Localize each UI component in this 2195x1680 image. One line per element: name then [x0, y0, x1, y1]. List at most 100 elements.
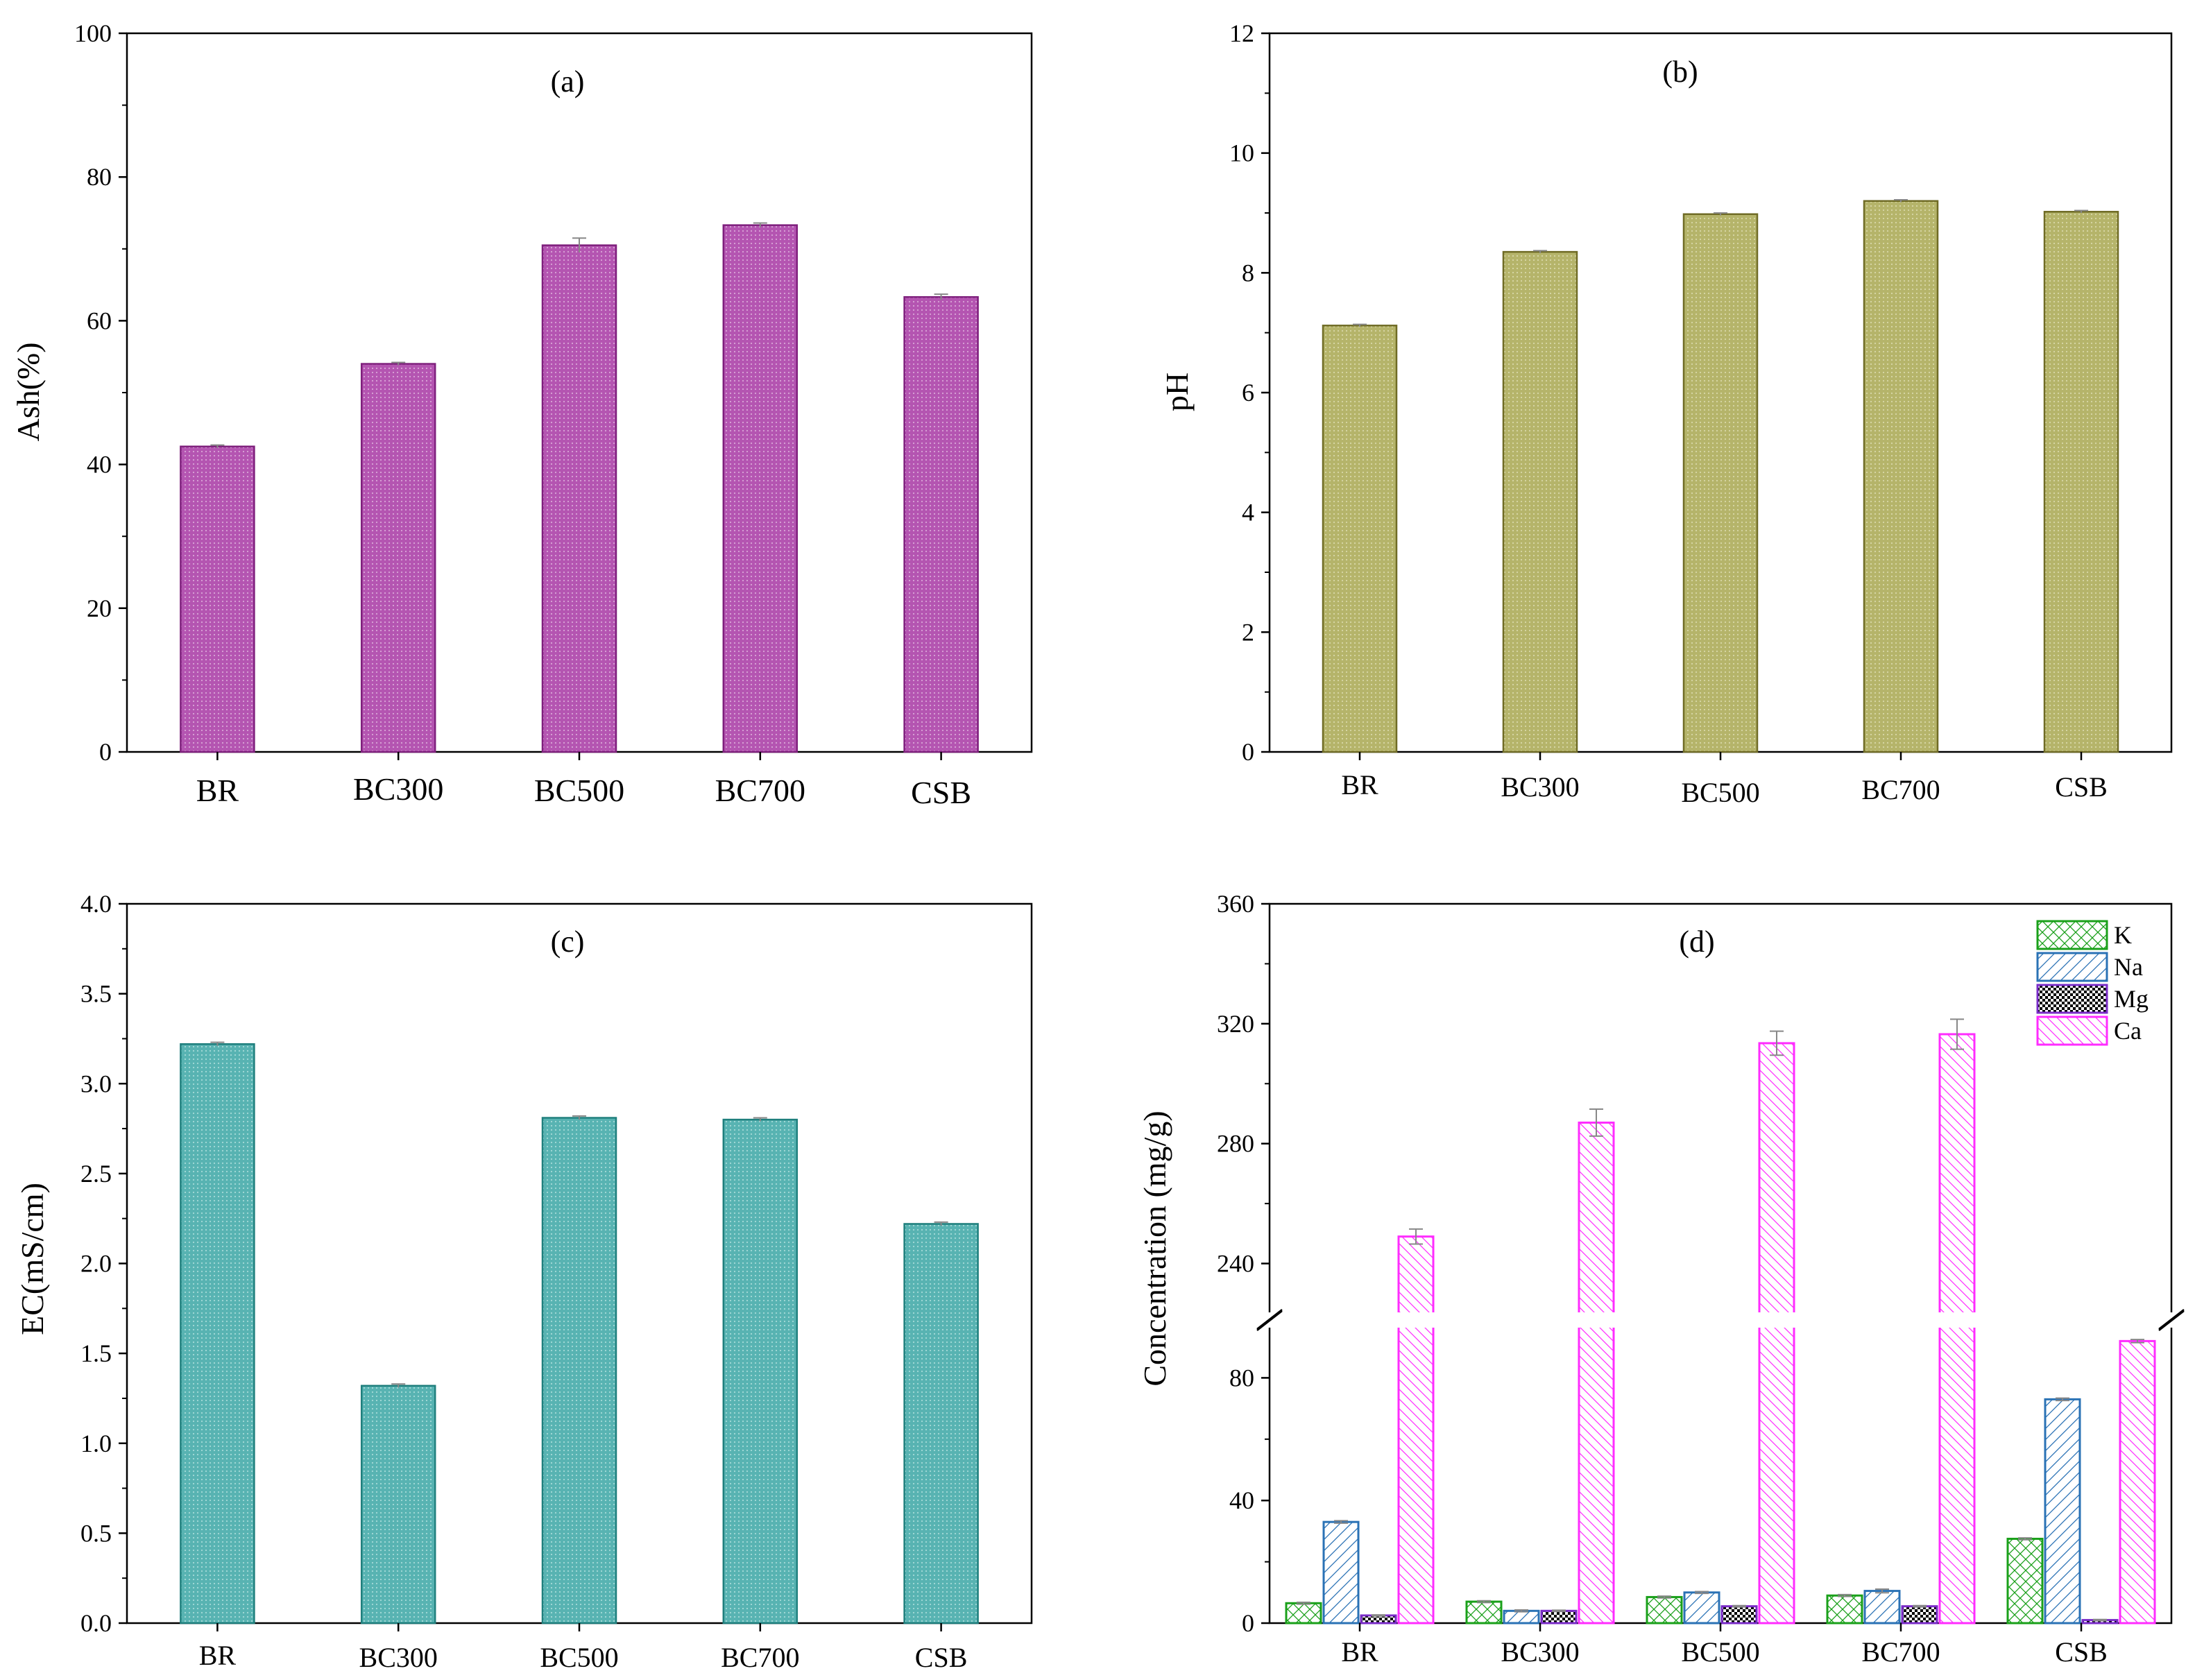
panel-d-ytick-label: 280 — [1217, 1130, 1254, 1158]
panel-b-ylabel: pH — [1159, 372, 1195, 411]
panel-c-ytick-label: 3.0 — [80, 1070, 112, 1097]
legend-swatch-ca — [2036, 1015, 2108, 1046]
panel-b-bar — [1863, 200, 1939, 753]
panel-c: (c) EC(mS/cm) 0.0 0.5 1.0 1.5 2.0 2.5 3.0 3.5 4.… — [15, 890, 1033, 1673]
panel-b-ytick-label: 6 — [1242, 379, 1254, 406]
panel-d-category-label: BC500 — [1681, 1636, 1759, 1668]
panel-a-category-label: BC300 — [353, 771, 443, 807]
panel-c-ytick-label: 0.5 — [80, 1519, 112, 1547]
panel-b: (b) pH 0 2 4 6 8 10 12 BR BC300 BC500 BC700 CSB — [1159, 19, 2173, 808]
legend-swatch-k — [2036, 920, 2108, 950]
panel-a-ytick-label: 100 — [74, 19, 112, 47]
panel-c-category-label: CSB — [915, 1642, 968, 1673]
panel-c-bar — [180, 1043, 255, 1625]
legend-swatch-mg — [2036, 984, 2108, 1014]
panel-c-ytick-label: 2.5 — [80, 1160, 112, 1188]
panel-d-bar-ca — [1758, 1042, 1795, 1625]
panel-b-ytick-label: 8 — [1242, 259, 1254, 286]
panel-a-ylabel: Ash(%) — [10, 342, 46, 441]
panel-d-legend: K Na Mg Ca — [2036, 920, 2149, 1046]
panel-c-category-label: BR — [199, 1640, 237, 1671]
panel-a-category-label: BR — [196, 773, 239, 808]
panel-a-bar — [360, 363, 436, 753]
panel-b-bar — [1682, 213, 1759, 753]
panel-b-ytick-label: 10 — [1229, 139, 1254, 167]
panel-b-bar — [2043, 211, 2119, 753]
panel-c-bar — [903, 1223, 979, 1625]
panel-d-category-label: BC700 — [1861, 1636, 1940, 1668]
panel-a-bar — [541, 244, 617, 753]
panel-d-ytick-label: 80 — [1229, 1364, 1254, 1391]
panel-c-category-label: BC500 — [540, 1642, 618, 1673]
panel-d-bar-k — [2006, 1537, 2044, 1625]
legend-label-k: K — [2114, 921, 2132, 949]
panel-d-bar-ca — [1578, 1121, 1615, 1625]
panel-a-ytick-label: 20 — [87, 594, 112, 622]
panel-d-bar-k — [1646, 1595, 1683, 1625]
panel-a-category-label: CSB — [911, 775, 971, 810]
panel-d: (d) Concentration (mg/g) 0 40 80 240 280 320 3… — [1137, 890, 2185, 1668]
panel-c-title: (c) — [551, 925, 585, 959]
panel-a-ytick-label: 80 — [87, 163, 112, 191]
panel-d-bar-mg — [1901, 1605, 1938, 1625]
panel-d-bar-mg — [1540, 1609, 1578, 1625]
panel-b-title: (b) — [1662, 55, 1698, 89]
legend-swatch-na — [2036, 952, 2108, 982]
panel-b-bar — [1502, 250, 1578, 753]
panel-a-ytick-label: 40 — [87, 451, 112, 479]
panel-d-ytick-label: 0 — [1242, 1609, 1254, 1637]
panel-d-break-slash — [1256, 1309, 1283, 1330]
panel-a-title: (a) — [551, 65, 585, 98]
panel-d-bar-na — [2044, 1398, 2081, 1625]
panel-d-ytick-label: 320 — [1217, 1010, 1254, 1038]
panel-a-bar — [180, 445, 255, 753]
panel-c-ytick-label: 0.0 — [80, 1609, 112, 1637]
panel-b-ytick-label: 0 — [1242, 738, 1254, 766]
panel-d-bar-k — [1465, 1600, 1503, 1625]
panel-d-bar-ca — [1397, 1235, 1435, 1625]
panel-d-bar-k — [1826, 1594, 1863, 1625]
panel-b-category-label: BC700 — [1861, 774, 1940, 805]
panel-a-bar — [722, 224, 798, 753]
legend-label-mg: Mg — [2114, 985, 2149, 1013]
panel-d-bar-na — [1863, 1590, 1901, 1625]
panel-a-ytick-label: 60 — [87, 307, 112, 334]
panel-d-title: (d) — [1679, 925, 1714, 959]
panel-d-bar-ca — [1938, 1033, 1976, 1625]
panel-d-break-slash — [1256, 1310, 1283, 1331]
panel-d-bar-k — [1285, 1602, 1322, 1625]
panel-a: (a) Ash(%) 0 20 40 60 80 100 BR BC300 BC500 BC700… — [10, 19, 1033, 810]
panel-b-category-label: BC500 — [1681, 777, 1759, 808]
panel-d-category-label: CSB — [2055, 1636, 2108, 1668]
panel-c-category-label: BC700 — [721, 1642, 799, 1673]
panel-b-category-label: BC300 — [1501, 771, 1579, 803]
legend-label-ca: Ca — [2114, 1017, 2142, 1045]
panel-d-ytick-label: 360 — [1217, 890, 1254, 918]
panel-b-ytick-label: 12 — [1229, 19, 1254, 47]
panel-d-bar-na — [1503, 1609, 1540, 1625]
panel-d-bar-na — [1683, 1591, 1720, 1625]
panel-d-category-label: BC300 — [1501, 1636, 1579, 1668]
panel-c-ytick-label: 1.0 — [80, 1430, 112, 1457]
panel-b-bar — [1322, 325, 1398, 753]
panel-b-category-label: CSB — [2055, 771, 2108, 803]
panel-d-break-slash — [2158, 1310, 2185, 1331]
panel-c-ytick-label: 4.0 — [80, 890, 112, 918]
panel-c-ylabel: EC(mS/cm) — [15, 1183, 50, 1335]
panel-a-category-label: BC500 — [534, 773, 624, 808]
panel-d-ytick-label: 40 — [1229, 1486, 1254, 1514]
panel-d-break-slash — [2158, 1309, 2185, 1330]
panel-d-bar-na — [1322, 1520, 1360, 1625]
panel-a-category-label: BC700 — [715, 773, 805, 808]
panel-d-bar-ca — [2119, 1339, 2156, 1625]
panel-c-ytick-label: 3.5 — [80, 980, 112, 1008]
panel-c-category-label: BC300 — [359, 1642, 438, 1673]
panel-b-ytick-label: 2 — [1242, 618, 1254, 646]
panel-a-bar — [903, 295, 979, 753]
panel-c-ytick-label: 1.5 — [80, 1339, 112, 1367]
panel-a-ytick-label: 0 — [99, 738, 112, 766]
legend-label-na: Na — [2114, 953, 2143, 981]
panel-d-ytick-label: 240 — [1217, 1250, 1254, 1278]
panel-d-ylabel: Concentration (mg/g) — [1137, 1111, 1172, 1386]
